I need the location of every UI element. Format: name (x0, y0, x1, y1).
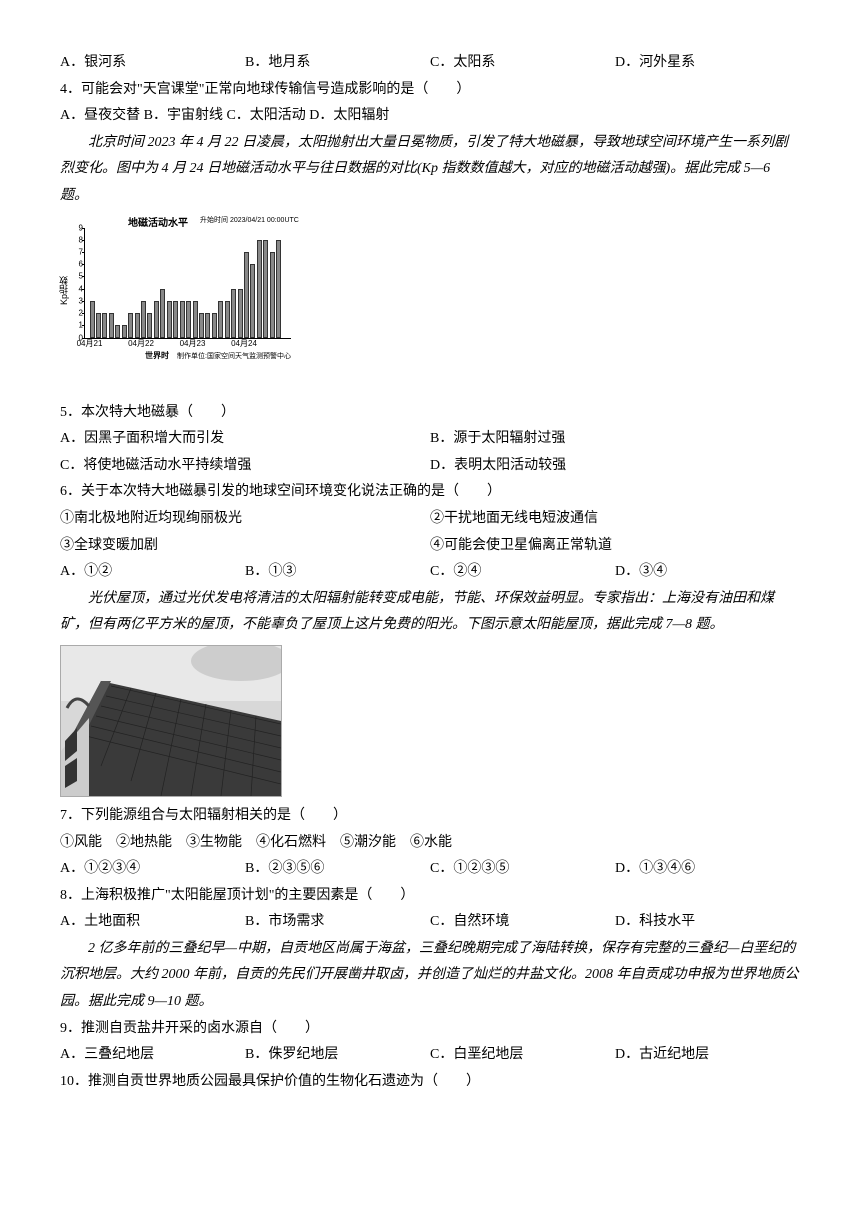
bar (167, 301, 172, 338)
passage-3: 2 亿多年前的三叠纪早—中期，自贡地区尚属于海盆，三叠纪晚期完成了海陆转换，保存… (60, 936, 800, 1016)
option-c: C．太阳系 (430, 50, 615, 77)
q7-options: A．①②③④ B．②③⑤⑥ C．①②③⑤ D．①③④⑥ (60, 856, 800, 883)
q6-i4: ④可能会使卫星偏离正常轨道 (430, 533, 800, 560)
xtick-label: 04月21 (77, 336, 103, 351)
passage-1: 北京时间 2023 年 4 月 22 日凌晨，太阳抛射出大量日冕物质，引发了特大… (60, 130, 800, 210)
bar (122, 325, 127, 337)
q8-stem: 8．上海积极推广"太阳能屋顶计划"的主要因素是（ ） (60, 883, 800, 910)
bar (263, 240, 268, 338)
q9-options: A．三叠纪地层 B．侏罗纪地层 C．白垩纪地层 D．古近纪地层 (60, 1042, 800, 1069)
bar (212, 313, 217, 337)
bar (225, 301, 230, 338)
q7-a: A．①②③④ (60, 856, 245, 883)
q6-i1: ①南北极地附近均现绚丽极光 (60, 506, 430, 533)
house-icon (61, 646, 281, 796)
q8-b: B．市场需求 (245, 909, 430, 936)
bar (102, 313, 107, 337)
bar (115, 325, 120, 337)
q6-i2: ②干扰地面无线电短波通信 (430, 506, 800, 533)
q7-b: B．②③⑤⑥ (245, 856, 430, 883)
solar-roof-figure (60, 645, 800, 797)
q6-options: A．①② B．①③ C．②④ D．③④ (60, 559, 800, 586)
q6-a: A．①② (60, 559, 245, 586)
q6-items-row1: ①南北极地附近均现绚丽极光 ②干扰地面无线电短波通信 (60, 506, 800, 533)
q5-stem: 5．本次特大地磁暴（ ） (60, 400, 800, 427)
q6-d: D．③④ (615, 559, 800, 586)
q6-stem: 6．关于本次特大地磁暴引发的地球空间环境变化说法正确的是（ ） (60, 479, 800, 506)
q4-stem: 4．可能会对"天宫课堂"正常向地球传输信号造成影响的是（ ） (60, 77, 800, 104)
q9-stem: 9．推测自贡盐井开采的卤水源自（ ） (60, 1016, 800, 1043)
bar (238, 289, 243, 338)
q4-options: A．昼夜交替 B．宇宙射线 C．太阳活动 D．太阳辐射 (60, 103, 800, 130)
option-b: B．地月系 (245, 50, 430, 77)
chart-credit: 制作单位:国家空间天气监测预警中心 (177, 350, 291, 363)
bar (160, 289, 165, 338)
bar (257, 240, 262, 338)
bar (244, 252, 249, 338)
q6-b: B．①③ (245, 559, 430, 586)
bar (147, 313, 152, 337)
q8-c: C．自然环境 (430, 909, 615, 936)
q6-c: C．②④ (430, 559, 615, 586)
bar (128, 313, 133, 337)
q5-d: D．表明太阳活动较强 (430, 453, 800, 480)
option-d: D．河外星系 (615, 50, 800, 77)
q7-c: C．①②③⑤ (430, 856, 615, 883)
q7-d: D．①③④⑥ (615, 856, 800, 883)
bar (90, 301, 95, 338)
q10-stem: 10．推测自贡世界地质公园最具保护价值的生物化石遗迹为（ ） (60, 1069, 800, 1096)
chart-plot-area: 012345678904月2104月2204月2304月24世界时制作单位:国家… (84, 228, 291, 339)
chart-xlabel: 世界时 (145, 348, 169, 363)
q8-d: D．科技水平 (615, 909, 800, 936)
q5-a: A．因黑子面积增大而引发 (60, 426, 430, 453)
chart-subtitle: 升始时间 2023/04/21 00:00UTC (200, 214, 299, 227)
q9-c: C．白垩纪地层 (430, 1042, 615, 1069)
q5-c: C．将使地磁活动水平持续增强 (60, 453, 430, 480)
kp-chart: 地磁活动水平 升始时间 2023/04/21 00:00UTC Kp指数 012… (60, 216, 800, 394)
bar (180, 301, 185, 338)
bar (199, 313, 204, 337)
option-a: A．银河系 (60, 50, 245, 77)
q6-items-row2: ③全球变暖加剧 ④可能会使卫星偏离正常轨道 (60, 533, 800, 560)
options-row: A．银河系 B．地月系 C．太阳系 D．河外星系 (60, 50, 800, 77)
q7-items: ①风能 ②地热能 ③生物能 ④化石燃料 ⑤潮汐能 ⑥水能 (60, 830, 800, 857)
bar (96, 313, 101, 337)
bar (193, 301, 198, 338)
bar (186, 301, 191, 338)
q9-d: D．古近纪地层 (615, 1042, 800, 1069)
bar (109, 313, 114, 337)
q9-b: B．侏罗纪地层 (245, 1042, 430, 1069)
bar (154, 301, 159, 338)
passage-2: 光伏屋顶，通过光伏发电将清洁的太阳辐射能转变成电能，节能、环保效益明显。专家指出… (60, 586, 800, 639)
q7-stem: 7．下列能源组合与太阳辐射相关的是（ ） (60, 803, 800, 830)
bar (218, 301, 223, 338)
bar (141, 301, 146, 338)
q8-a: A．土地面积 (60, 909, 245, 936)
q5-b: B．源于太阳辐射过强 (430, 426, 800, 453)
bar (276, 240, 281, 338)
q6-i3: ③全球变暖加剧 (60, 533, 430, 560)
bar (205, 313, 210, 337)
q8-options: A．土地面积 B．市场需求 C．自然环境 D．科技水平 (60, 909, 800, 936)
bar (231, 289, 236, 338)
bar (270, 252, 275, 338)
bar (135, 313, 140, 337)
q5-row2: C．将使地磁活动水平持续增强 D．表明太阳活动较强 (60, 453, 800, 480)
bar (250, 264, 255, 337)
q9-a: A．三叠纪地层 (60, 1042, 245, 1069)
bar (173, 301, 178, 338)
q5-row1: A．因黑子面积增大而引发 B．源于太阳辐射过强 (60, 426, 800, 453)
